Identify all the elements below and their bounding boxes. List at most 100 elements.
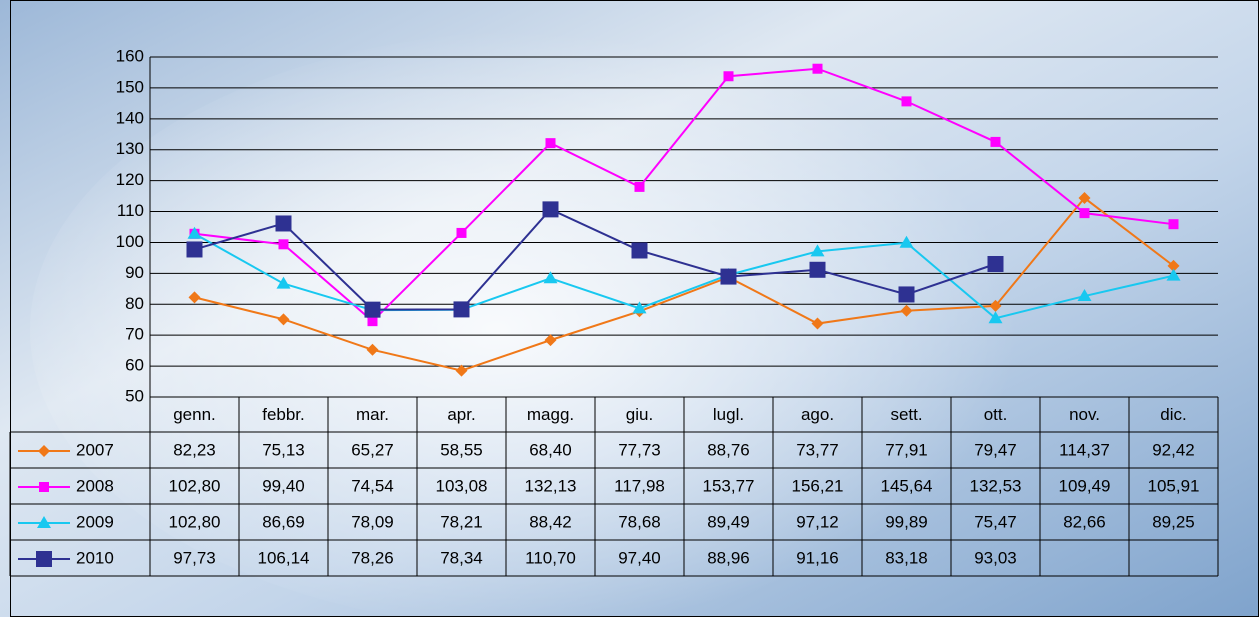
series-line	[194, 196, 1175, 372]
table-cell: 91,16	[796, 548, 839, 567]
table-cell: 68,40	[529, 440, 572, 459]
table-cell: 92,42	[1152, 440, 1195, 459]
point	[1166, 268, 1181, 281]
x-tick-label: apr.	[447, 405, 475, 424]
y-tick-label: 70	[125, 325, 144, 344]
y-tick-label: 60	[125, 356, 144, 375]
table-cell: 77,91	[885, 440, 928, 459]
point	[900, 304, 913, 317]
x-tick-label: genn.	[173, 405, 216, 424]
x-tick-label: mar.	[356, 405, 389, 424]
point	[632, 301, 647, 314]
point	[988, 311, 1003, 324]
point	[455, 364, 468, 377]
point	[275, 215, 292, 232]
point	[1078, 192, 1091, 205]
legend-label: 2009	[76, 512, 114, 531]
table-cell: 153,77	[703, 476, 755, 495]
x-tick-label: ago.	[801, 405, 834, 424]
point	[901, 96, 912, 107]
table-cell: 105,91	[1148, 476, 1200, 495]
point	[987, 255, 1004, 272]
x-tick-label: febbr.	[262, 405, 305, 424]
legend-marker	[37, 516, 51, 528]
table-cell: 86,69	[262, 512, 305, 531]
table-cell: 93,03	[974, 548, 1017, 567]
table-cell: 97,73	[173, 548, 216, 567]
table-cell: 88,76	[707, 440, 750, 459]
table-cell: 117,98	[614, 476, 665, 495]
legend-marker	[36, 551, 52, 567]
table-cell: 109,49	[1059, 476, 1111, 495]
table-cell: 88,96	[707, 548, 750, 567]
point	[366, 343, 379, 356]
table-cell: 156,21	[792, 476, 844, 495]
table-cell: 132,53	[970, 476, 1022, 495]
point	[364, 301, 381, 318]
y-tick-label: 100	[116, 232, 144, 251]
point	[723, 71, 734, 82]
y-tick-label: 120	[116, 170, 144, 189]
y-tick-label: 50	[125, 386, 144, 405]
point	[188, 291, 201, 304]
point	[631, 242, 648, 259]
y-tick-label: 80	[125, 294, 144, 313]
table-cell: 103,08	[436, 476, 488, 495]
point	[1167, 259, 1180, 272]
x-tick-label: magg.	[527, 405, 574, 424]
point	[810, 244, 825, 257]
table-cell: 102,80	[169, 476, 221, 495]
table-cell: 65,27	[351, 440, 394, 459]
point	[543, 271, 558, 284]
table-cell: 89,49	[707, 512, 750, 531]
point	[898, 286, 915, 303]
y-tick-label: 160	[116, 46, 144, 65]
x-tick-label: lugl.	[713, 405, 744, 424]
point	[544, 334, 557, 347]
table-cell: 89,25	[1152, 512, 1195, 531]
table-cell: 78,26	[351, 548, 394, 567]
x-tick-label: ott.	[984, 405, 1008, 424]
point	[899, 235, 914, 248]
table-cell: 77,73	[618, 440, 661, 459]
point	[1079, 208, 1090, 219]
point	[186, 241, 203, 258]
table-cell: 97,40	[618, 548, 661, 567]
table-cell: 132,13	[525, 476, 577, 495]
table-cell: 110,70	[525, 548, 576, 567]
table-cell: 74,54	[351, 476, 394, 495]
table-cell: 83,18	[885, 548, 928, 567]
table-cell: 79,47	[974, 440, 1017, 459]
x-tick-label: dic.	[1160, 405, 1186, 424]
table-cell: 78,34	[440, 548, 483, 567]
point	[989, 299, 1002, 312]
point	[545, 138, 556, 149]
point	[809, 261, 826, 278]
table-cell: 102,80	[169, 512, 221, 531]
table-cell: 97,12	[796, 512, 839, 531]
table-cell: 99,40	[262, 476, 305, 495]
table-cell: 88,42	[529, 512, 572, 531]
point	[720, 268, 737, 285]
table-cell: 78,68	[618, 512, 661, 531]
point	[278, 239, 289, 250]
table-cell: 73,77	[796, 440, 839, 459]
table-cell: 106,14	[258, 548, 310, 567]
y-tick-label: 150	[116, 77, 144, 96]
series-line	[194, 67, 1174, 323]
table-cell: 145,64	[881, 476, 933, 495]
point	[542, 201, 559, 218]
legend-label: 2007	[76, 440, 114, 459]
series-line	[194, 208, 996, 311]
point	[277, 313, 290, 326]
x-tick-label: giu.	[626, 405, 653, 424]
point	[1077, 289, 1092, 302]
legend-marker	[39, 482, 49, 492]
y-tick-label: 90	[125, 263, 144, 282]
table-cell: 82,23	[173, 440, 216, 459]
table-cell: 58,55	[440, 440, 483, 459]
legend-label: 2008	[76, 476, 114, 495]
cloud	[30, 30, 1070, 617]
